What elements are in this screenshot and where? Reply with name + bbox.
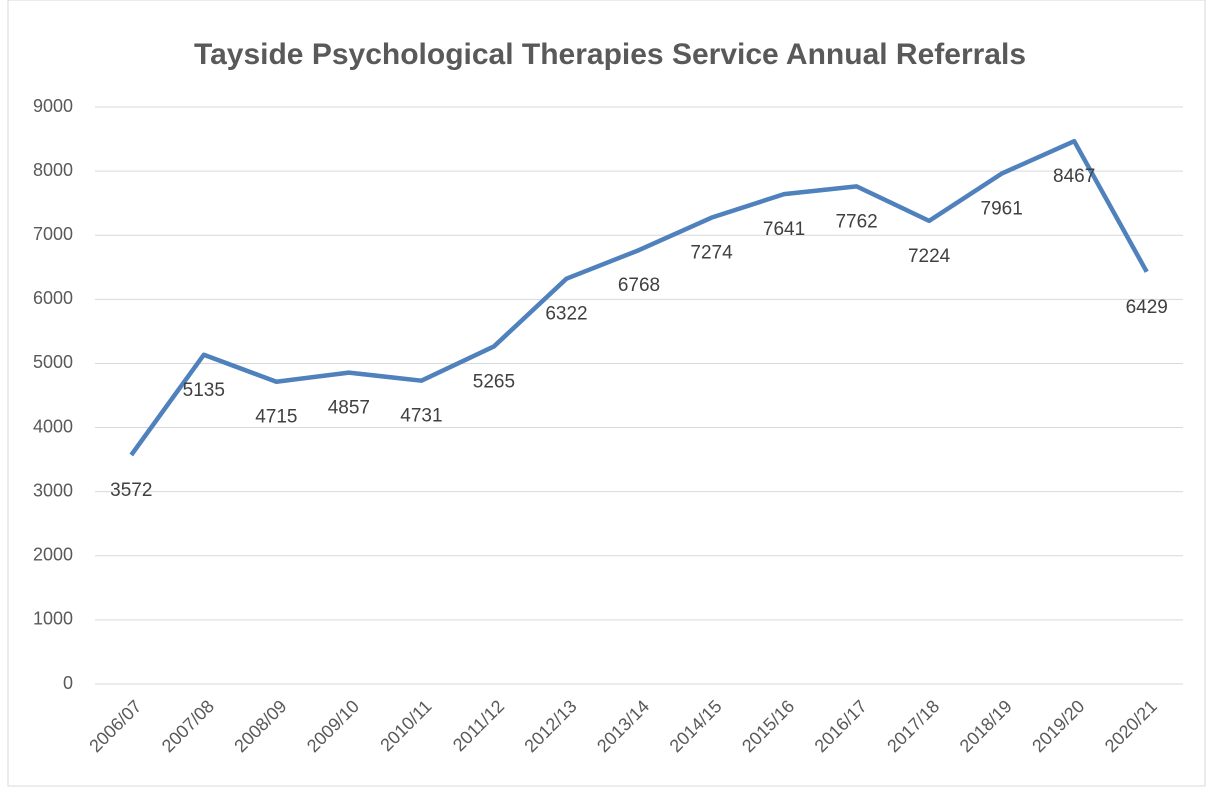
x-tick-label: 2015/16 bbox=[738, 696, 798, 756]
chart-title: Tayside Psychological Therapies Service … bbox=[194, 38, 1026, 71]
x-tick-label: 2017/18 bbox=[883, 696, 943, 756]
data-label: 7762 bbox=[835, 211, 877, 232]
x-tick-label: 2007/08 bbox=[158, 696, 218, 756]
y-tick-label: 5000 bbox=[33, 352, 73, 372]
x-tick-label: 2008/09 bbox=[230, 696, 290, 756]
chart-frame bbox=[7, 0, 1206, 787]
x-tick-label: 2020/21 bbox=[1101, 696, 1161, 756]
x-tick-label: 2014/15 bbox=[666, 696, 726, 756]
y-tick-label: 6000 bbox=[33, 288, 73, 308]
y-tick-label: 4000 bbox=[33, 416, 73, 436]
data-label: 5265 bbox=[473, 371, 515, 392]
data-label: 7224 bbox=[908, 246, 951, 267]
y-tick-label: 1000 bbox=[33, 609, 73, 629]
x-tick-label: 2006/07 bbox=[85, 696, 145, 756]
x-tick-label: 2013/14 bbox=[593, 696, 653, 756]
x-tick-label: 2012/13 bbox=[520, 696, 580, 756]
data-label: 4715 bbox=[255, 407, 297, 428]
y-tick-label: 7000 bbox=[33, 224, 73, 244]
data-label: 7641 bbox=[763, 219, 805, 240]
data-label: 5135 bbox=[183, 380, 225, 401]
y-tick-label: 2000 bbox=[33, 545, 73, 565]
data-label: 6768 bbox=[618, 275, 660, 296]
data-label: 6322 bbox=[545, 304, 587, 325]
x-tick-label: 2016/17 bbox=[811, 696, 871, 756]
data-label: 6429 bbox=[1126, 297, 1168, 318]
y-tick-label: 9000 bbox=[33, 96, 73, 116]
y-tick-label: 0 bbox=[63, 673, 73, 693]
data-label: 7961 bbox=[981, 199, 1023, 220]
x-tick-label: 2010/11 bbox=[376, 696, 435, 755]
y-tick-label: 3000 bbox=[33, 480, 73, 500]
data-label: 8467 bbox=[1053, 166, 1095, 187]
x-tick-label: 2011/12 bbox=[449, 696, 508, 755]
x-tick-label: 2019/20 bbox=[1028, 696, 1088, 756]
data-label: 3572 bbox=[110, 480, 152, 501]
y-tick-label: 8000 bbox=[33, 160, 73, 180]
line bbox=[129, 138, 1149, 457]
x-tick-label: 2009/10 bbox=[303, 696, 363, 756]
data-label: 4857 bbox=[328, 398, 370, 419]
data-label: 4731 bbox=[400, 406, 442, 427]
data-label: 7274 bbox=[690, 243, 733, 264]
x-tick-label: 2018/19 bbox=[956, 696, 1016, 756]
